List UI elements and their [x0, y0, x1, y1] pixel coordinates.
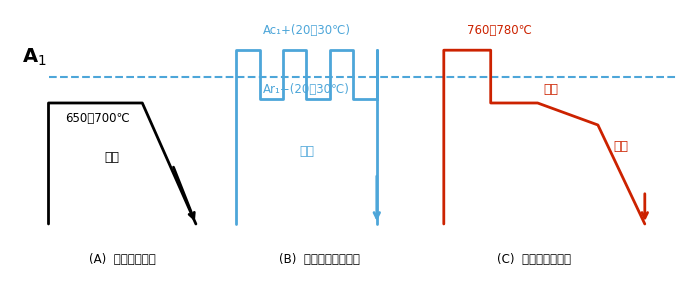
Text: 徐冷: 徐冷 — [543, 83, 559, 96]
Text: (B)  繰返し加熱冷却法: (B) 繰返し加熱冷却法 — [279, 252, 360, 266]
Text: 空冷: 空冷 — [614, 141, 629, 154]
Text: 760～780℃: 760～780℃ — [468, 24, 532, 37]
Text: Ac₁+(20～30℃): Ac₁+(20～30℃) — [262, 24, 351, 37]
Text: 徐冷: 徐冷 — [105, 152, 120, 165]
Text: (C)  等温保持徐冷法: (C) 等温保持徐冷法 — [497, 252, 571, 266]
Text: (A)  長時間加熱法: (A) 長時間加熱法 — [89, 252, 155, 266]
Text: 徐冷: 徐冷 — [299, 145, 314, 158]
Text: 650～700℃: 650～700℃ — [65, 112, 130, 125]
Text: A$_1$: A$_1$ — [22, 46, 46, 68]
Text: Ar₁−(20～30℃): Ar₁−(20～30℃) — [263, 83, 350, 96]
